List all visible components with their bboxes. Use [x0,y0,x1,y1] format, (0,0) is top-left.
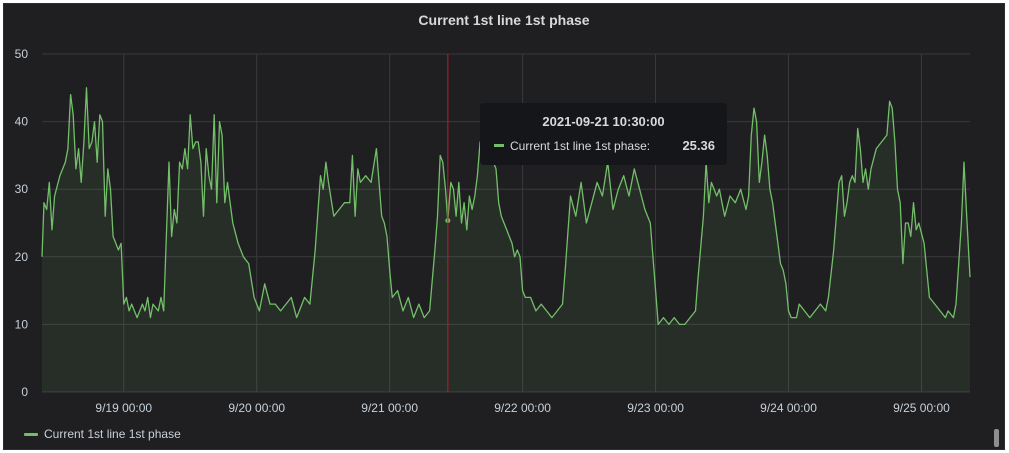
x-tick-label: 9/19 00:00 [95,401,152,415]
y-tick-label: 30 [15,182,29,196]
legend-item[interactable]: Current 1st line 1st phase [24,427,181,441]
legend-swatch [24,432,38,436]
series-area [42,87,970,393]
y-tick-label: 50 [15,47,29,61]
x-tick-label: 9/22 00:00 [494,401,551,415]
chart-panel: Current 1st line 1st phase 0 10 20 30 40 50 9/… [3,3,1005,450]
tooltip-series-swatch [494,144,504,147]
x-tick-label: 9/20 00:00 [228,401,285,415]
x-tick-label: 9/24 00:00 [760,401,817,415]
tooltip-value: 25.36 [682,138,715,153]
x-tick-label: 9/25 00:00 [893,401,950,415]
hover-tooltip: 2021-09-21 10:30:00 Current 1st line 1st… [480,103,727,165]
panel-title[interactable]: Current 1st line 1st phase [418,12,590,28]
scrollbar-thumb[interactable] [994,429,999,447]
tooltip-row: Current 1st line 1st phase: 25.36 [494,138,715,153]
x-tick-label: 9/23 00:00 [627,401,684,415]
tooltip-time: 2021-09-21 10:30:00 [542,114,665,129]
x-tick-label: 9/21 00:00 [361,401,418,415]
y-tick-label: 40 [15,115,29,129]
tooltip-series-label: Current 1st line 1st phase: [510,138,651,153]
y-tick-label: 10 [15,317,29,331]
y-tick-label: 0 [21,385,28,399]
y-tick-label: 20 [15,250,29,264]
chart-svg[interactable]: 0 10 20 30 40 50 9/19 00:00 9/20 00:00 9/21 00:0… [4,4,1006,451]
legend-label[interactable]: Current 1st line 1st phase [44,427,181,441]
